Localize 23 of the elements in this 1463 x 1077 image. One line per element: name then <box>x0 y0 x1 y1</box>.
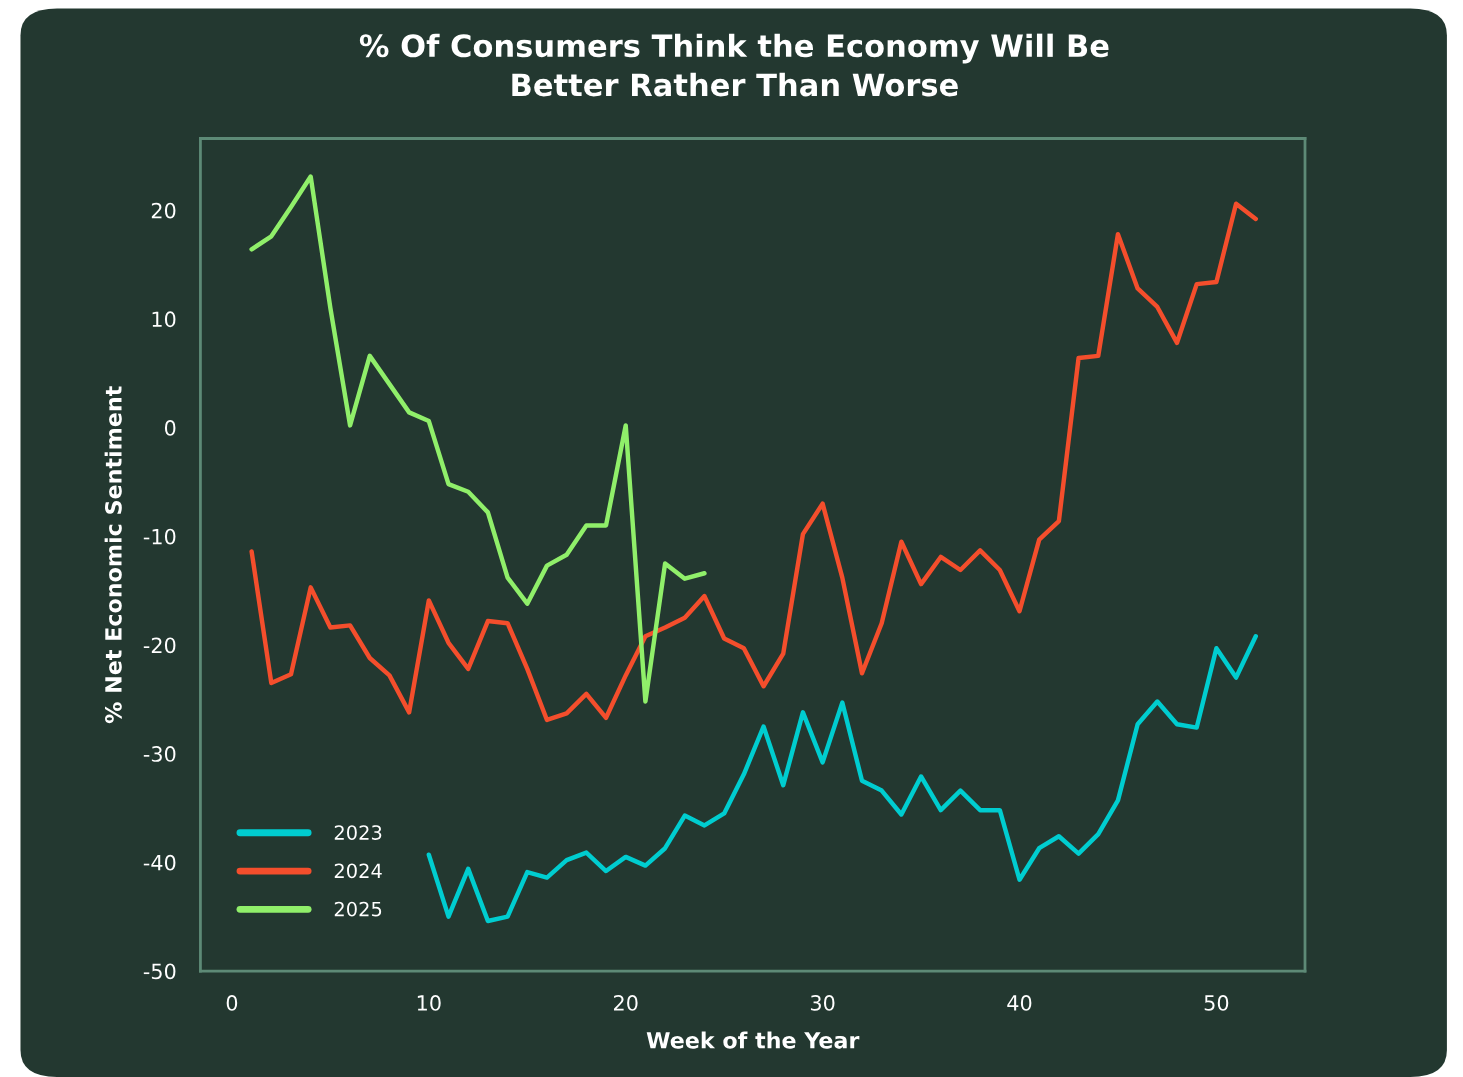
y-tick-label: 20 <box>151 202 176 219</box>
x-tick-label: 10 <box>417 995 441 1011</box>
y-tick-label: 0 <box>164 420 176 436</box>
x-axis-title: Week of the Year <box>646 1031 860 1049</box>
x-tick-label: 0 <box>226 995 238 1011</box>
line-series <box>426 634 1258 924</box>
y-tick-label: -40 <box>143 854 176 871</box>
legend-label: 2025 <box>334 901 382 917</box>
y-tick-label: -20 <box>143 637 176 654</box>
x-tick-label: 50 <box>1204 995 1229 1011</box>
x-tick-label: 40 <box>1007 995 1032 1011</box>
line-series <box>249 174 707 704</box>
y-axis-title: % Net Economic Sentiment <box>104 386 122 724</box>
y-tick-label: 10 <box>152 311 176 328</box>
y-tick-label: -30 <box>143 746 176 762</box>
line-series <box>249 201 1258 723</box>
legend-label: 2024 <box>334 863 382 879</box>
y-tick-label: -50 <box>143 963 176 980</box>
x-tick-label: 20 <box>613 995 638 1011</box>
y-tick-label: -10 <box>143 528 176 545</box>
chart-title: % Of Consumers Think the Economy Will Be Better Rather Than Worse <box>359 33 1109 97</box>
legend-label: 2023 <box>334 825 382 840</box>
x-tick-label: 30 <box>810 995 835 1011</box>
